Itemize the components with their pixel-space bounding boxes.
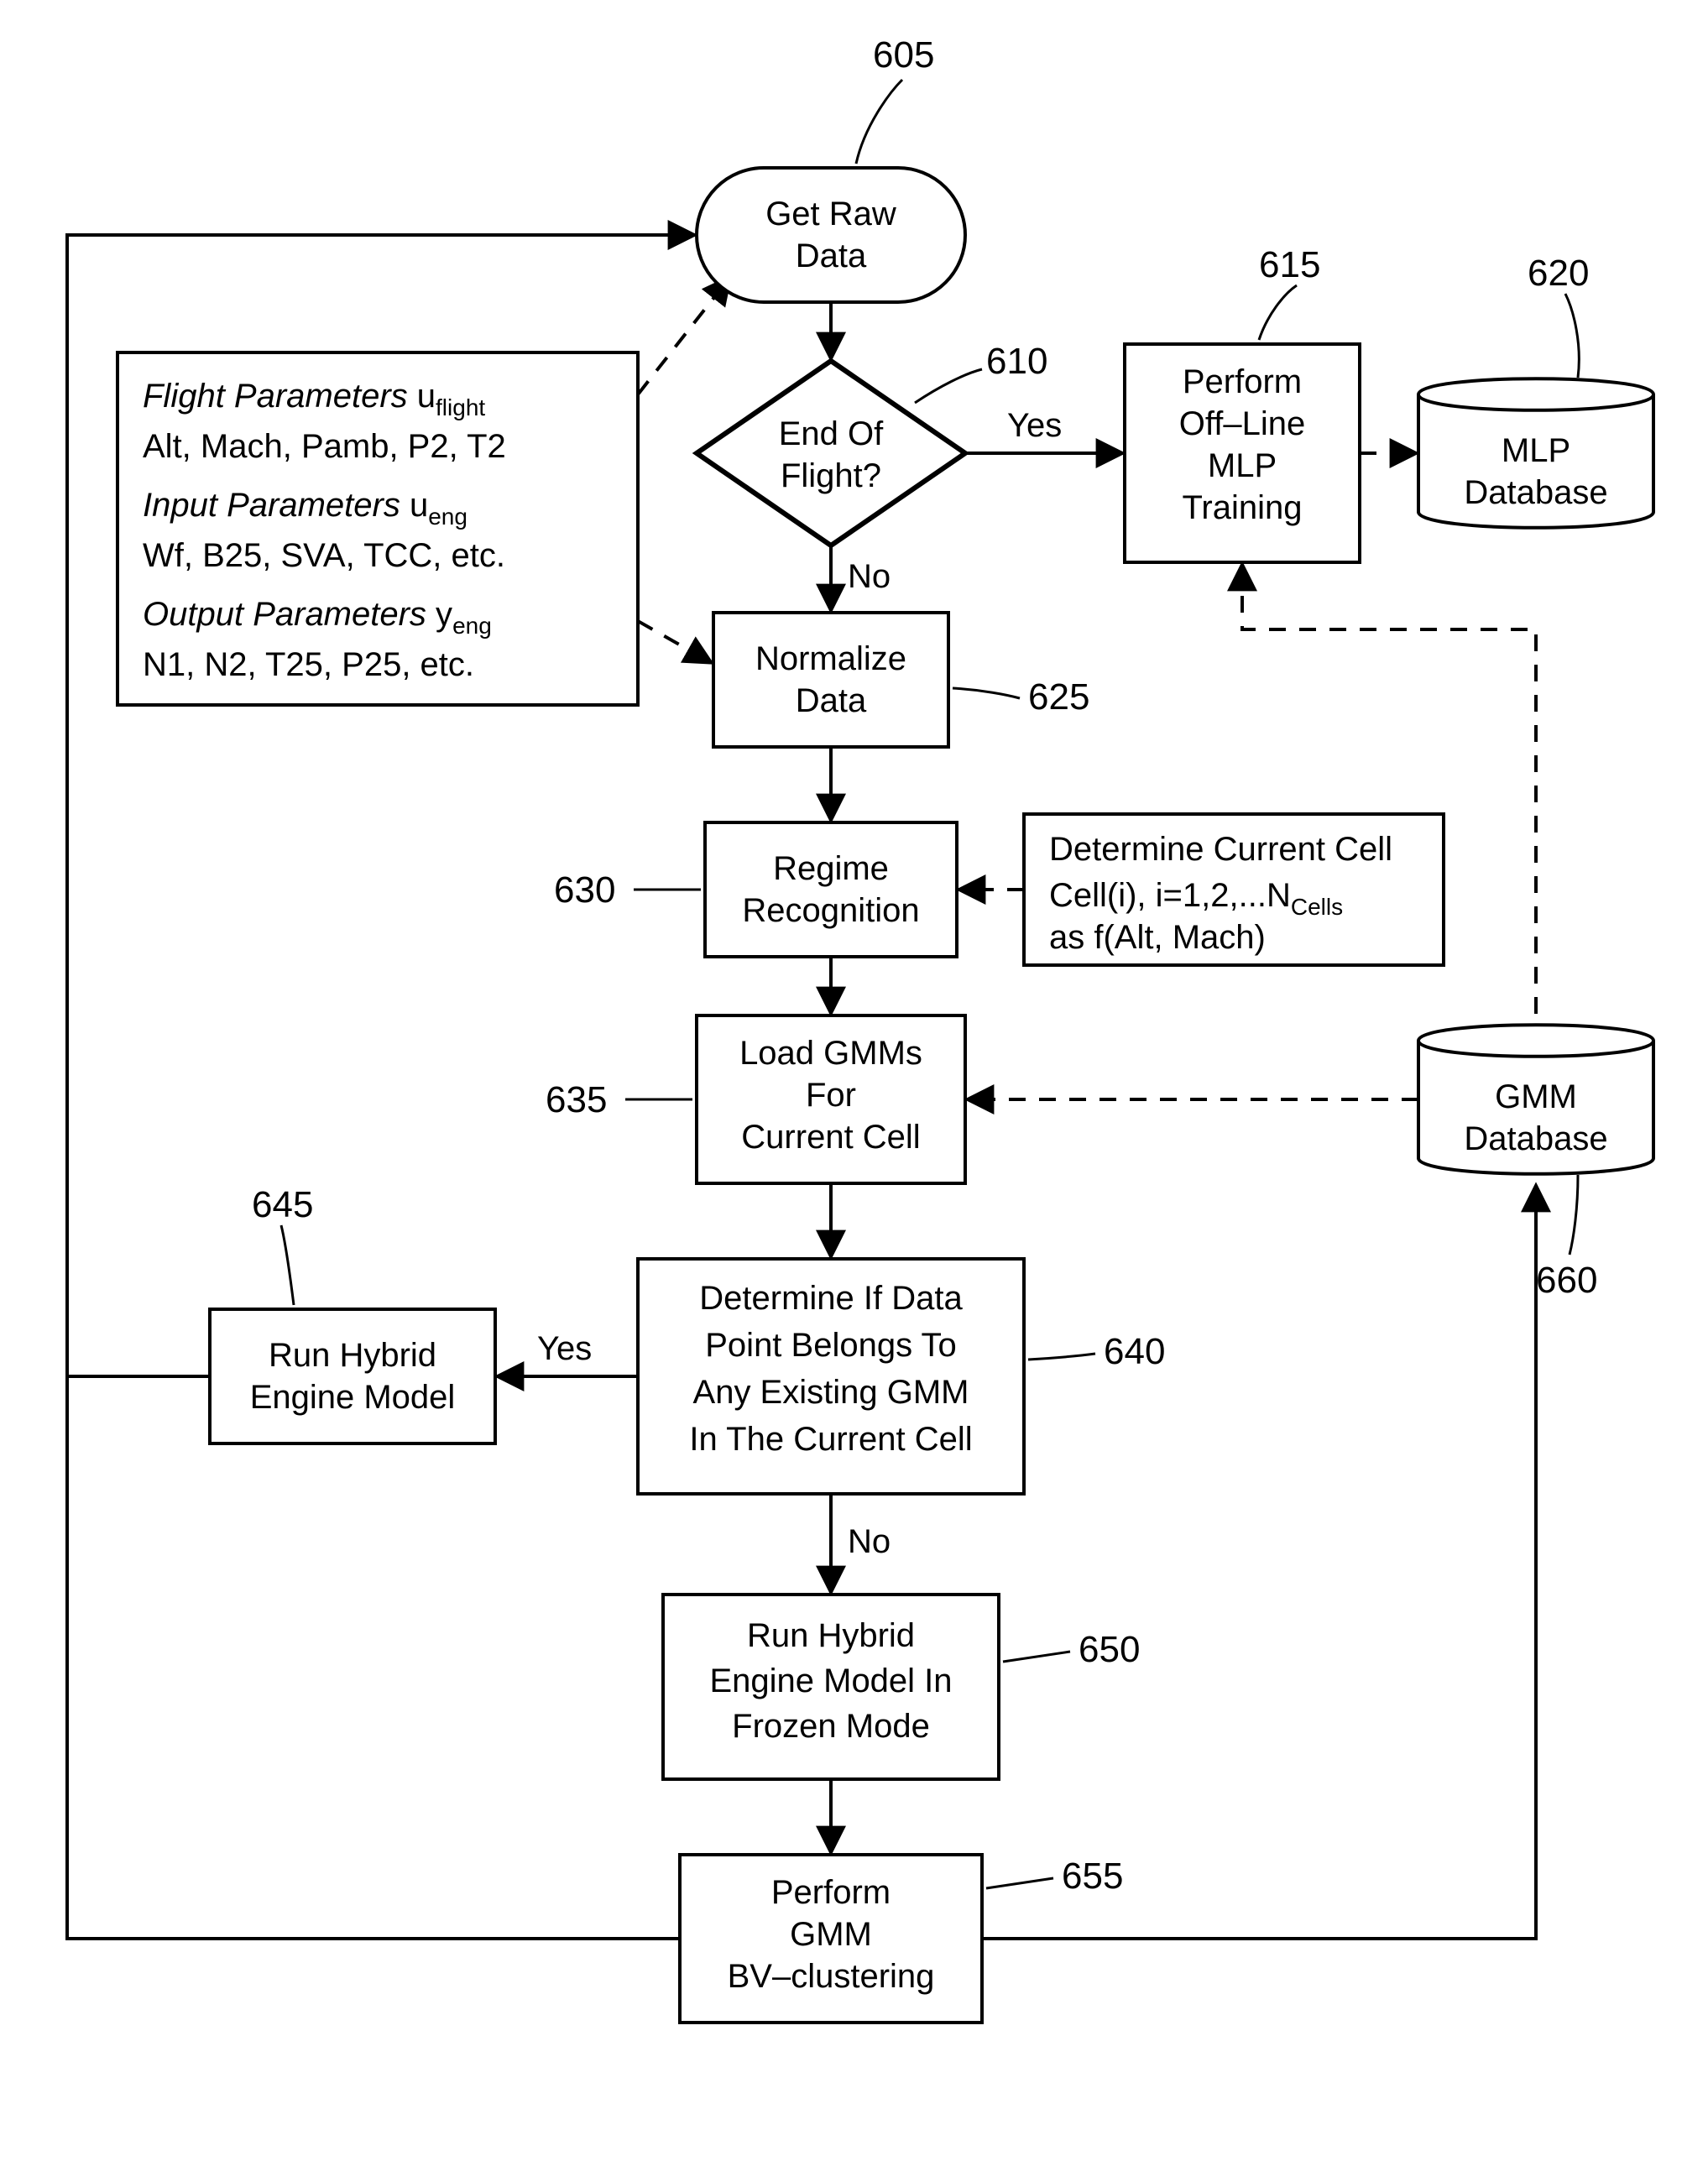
node-parameters: Flight Parameters uflight Alt, Mach, Pam… [118, 352, 638, 705]
node-640-determine-gmm: Determine If Data Point Belongs To Any E… [638, 1259, 1024, 1494]
svg-text:Any Existing GMM: Any Existing GMM [693, 1374, 969, 1411]
svg-text:N1, N2, T25, P25, etc.: N1, N2, T25, P25, etc. [143, 646, 474, 683]
node-605-get-raw-data: Get Raw Data [697, 168, 965, 302]
leader-660 [1570, 1175, 1578, 1255]
ref-610: 610 [986, 341, 1047, 382]
svg-text:Database: Database [1464, 1120, 1607, 1157]
ref-640: 640 [1104, 1331, 1165, 1372]
svg-text:Determine Current Cell: Determine Current Cell [1049, 831, 1392, 868]
node-cell-note: Determine Current Cell Cell(i), i=1,2,..… [1024, 814, 1444, 965]
svg-text:Frozen Mode: Frozen Mode [732, 1708, 930, 1745]
label-no-1: No [848, 558, 891, 595]
node-630-regime-recognition: Regime Recognition [705, 822, 957, 957]
svg-text:Run Hybrid: Run Hybrid [269, 1337, 436, 1374]
ref-655: 655 [1062, 1856, 1123, 1897]
node-660-gmm-database: GMM Database [1418, 1025, 1653, 1174]
ref-645: 645 [252, 1184, 313, 1225]
svg-text:Alt, Mach, Pamb, P2, T2: Alt, Mach, Pamb, P2, T2 [143, 428, 506, 465]
svg-text:Regime: Regime [773, 850, 889, 887]
node-625-normalize-data: Normalize Data [713, 613, 948, 747]
ref-615: 615 [1259, 244, 1320, 285]
svg-text:Training: Training [1182, 489, 1302, 526]
svg-text:In The Current Cell: In The Current Cell [689, 1421, 972, 1458]
svg-text:Input Parameters ueng: Input Parameters ueng [143, 487, 467, 530]
ref-650: 650 [1079, 1629, 1140, 1670]
svg-text:Flight?: Flight? [781, 457, 881, 494]
svg-text:GMM: GMM [790, 1916, 872, 1953]
svg-text:Engine Model In: Engine Model In [709, 1663, 952, 1699]
label-yes-1: Yes [1007, 407, 1062, 444]
svg-text:Load GMMs: Load GMMs [739, 1035, 922, 1072]
svg-text:Output Parameters yeng: Output Parameters yeng [143, 596, 492, 639]
svg-text:Perform: Perform [1183, 363, 1302, 400]
leader-620 [1565, 294, 1579, 378]
leader-625 [953, 688, 1020, 698]
svg-text:Recognition: Recognition [742, 892, 919, 929]
svg-text:Wf, B25, SVA, TCC, etc.: Wf, B25, SVA, TCC, etc. [143, 537, 505, 574]
ref-635: 635 [546, 1079, 607, 1120]
leader-650 [1003, 1652, 1070, 1662]
edge-params-605 [638, 277, 730, 394]
label-yes-2: Yes [537, 1330, 592, 1367]
leader-645 [281, 1225, 294, 1305]
edge-655-660 [982, 1185, 1536, 1939]
svg-text:Perform: Perform [771, 1874, 891, 1911]
ref-620: 620 [1528, 253, 1589, 294]
leader-610 [915, 369, 982, 403]
ref-630: 630 [554, 869, 615, 911]
svg-text:Data: Data [796, 238, 867, 274]
node-655-bv-clustering: Perform GMM BV–clustering [680, 1855, 982, 2023]
node-645-run-hybrid: Run Hybrid Engine Model [210, 1309, 495, 1443]
node-615-mlp-training: Perform Off–Line MLP Training [1125, 344, 1360, 562]
svg-text:Normalize: Normalize [755, 640, 906, 677]
node-610-end-of-flight: End Of Flight? [697, 361, 965, 546]
svg-text:MLP: MLP [1208, 447, 1277, 484]
node-635-load-gmms: Load GMMs For Current Cell [697, 1015, 965, 1183]
svg-text:Run Hybrid: Run Hybrid [747, 1617, 915, 1654]
svg-text:Database: Database [1464, 474, 1607, 511]
svg-text:Point Belongs To: Point Belongs To [705, 1327, 956, 1364]
leader-640 [1028, 1354, 1095, 1360]
svg-text:GMM: GMM [1495, 1078, 1577, 1115]
svg-text:Get Raw: Get Raw [765, 196, 896, 232]
svg-text:Determine If Data: Determine If Data [699, 1280, 963, 1317]
leader-655 [986, 1878, 1053, 1888]
svg-text:as f(Alt, Mach): as f(Alt, Mach) [1049, 919, 1266, 956]
svg-text:Current Cell: Current Cell [741, 1119, 920, 1156]
ref-660: 660 [1536, 1260, 1597, 1301]
svg-text:End Of: End Of [779, 415, 884, 452]
ref-625: 625 [1028, 676, 1089, 718]
edge-655-loop [67, 1376, 680, 1939]
leader-605 [856, 80, 902, 164]
ref-605: 605 [873, 34, 934, 76]
svg-text:Flight Parameters uflight: Flight Parameters uflight [143, 378, 485, 420]
svg-text:Data: Data [796, 682, 867, 719]
leader-615 [1259, 285, 1297, 340]
label-no-2: No [848, 1523, 891, 1560]
svg-text:For: For [806, 1077, 856, 1114]
svg-text:Engine Model: Engine Model [250, 1379, 456, 1416]
edge-params-625 [638, 621, 712, 663]
svg-text:MLP: MLP [1502, 432, 1570, 469]
node-620-mlp-database: MLP Database [1418, 378, 1653, 528]
node-650-run-hybrid-frozen: Run Hybrid Engine Model In Frozen Mode [663, 1595, 999, 1779]
svg-text:BV–clustering: BV–clustering [728, 1958, 935, 1995]
svg-text:Off–Line: Off–Line [1179, 405, 1306, 442]
